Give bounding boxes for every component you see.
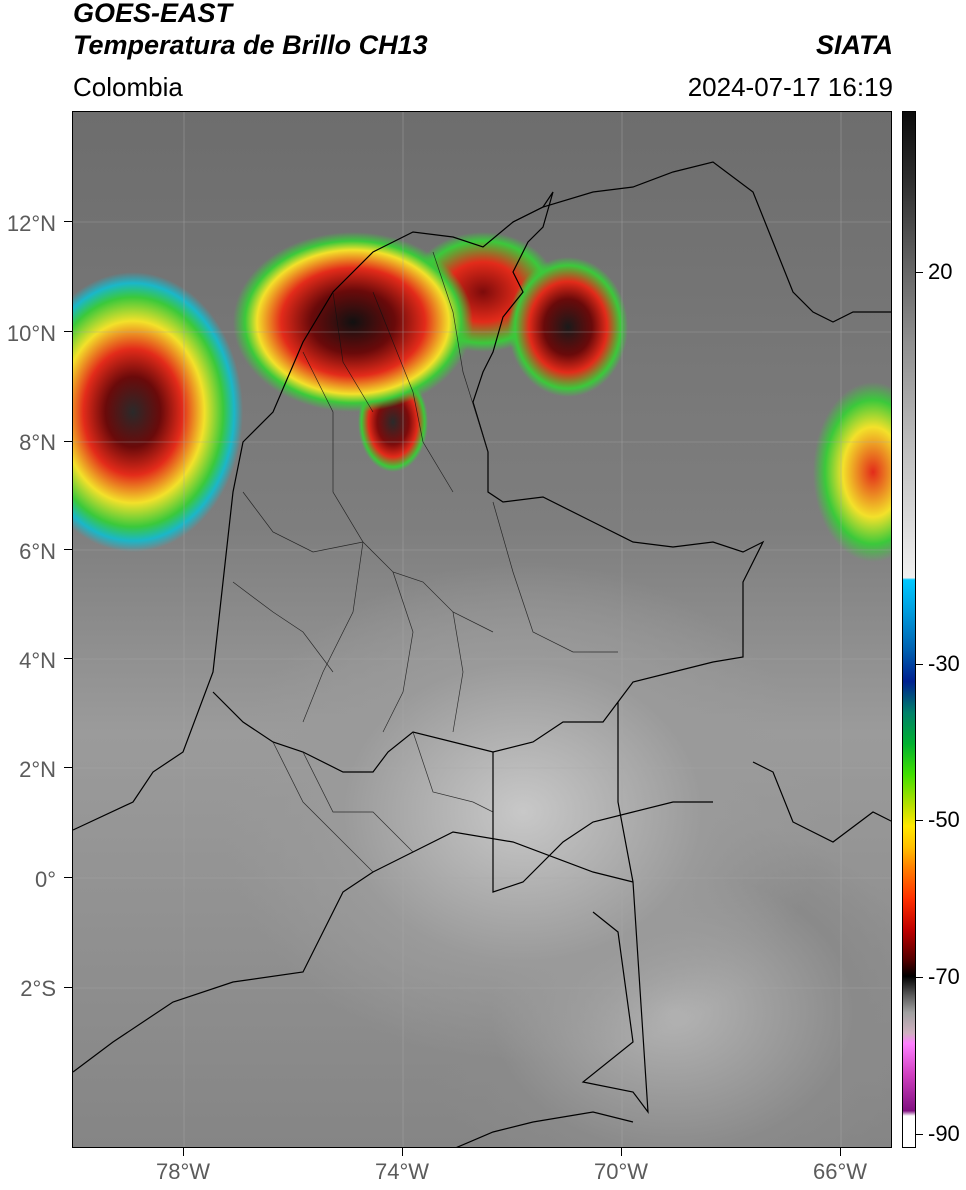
lat-label: 10°N <box>6 321 56 346</box>
timestamp-label: 2024-07-17 16:19 <box>687 72 893 102</box>
region-label: Colombia <box>73 72 183 102</box>
graticule <box>73 112 891 1147</box>
source-label: SIATA <box>816 30 893 60</box>
colorbar-label: -50 <box>928 807 960 832</box>
title-satellite: GOES-EAST <box>73 0 233 28</box>
map-overlay <box>73 112 891 1147</box>
lat-label: 2°S <box>20 976 56 1001</box>
satellite-map <box>72 111 892 1148</box>
lat-tick <box>64 549 72 550</box>
lat-tick <box>64 877 72 878</box>
lat-tick <box>64 221 72 222</box>
title-product: Temperatura de Brillo CH13 <box>73 30 428 60</box>
department-borders <box>232 251 618 873</box>
lon-tick <box>621 1148 622 1156</box>
lon-label: 74°W <box>374 1159 430 1184</box>
colorbar-tick <box>916 977 923 978</box>
lat-label: 12°N <box>6 211 56 236</box>
lat-tick <box>64 441 72 442</box>
colorbar-tick <box>916 664 923 665</box>
colorbar-tick <box>916 1134 923 1135</box>
colorbar-label: -70 <box>928 964 960 989</box>
colorbar-label: -30 <box>928 651 960 676</box>
colorbar-tick <box>916 272 923 273</box>
lat-label: 2°N <box>19 757 56 782</box>
lat-tick <box>64 987 72 988</box>
colorbar-label: -90 <box>928 1121 960 1146</box>
lat-label: 0° <box>34 867 56 892</box>
country-borders <box>73 161 891 1147</box>
lon-label: 78°W <box>155 1159 211 1184</box>
colorbar-tick <box>916 820 923 821</box>
lon-label: 70°W <box>593 1159 649 1184</box>
lon-tick <box>402 1148 403 1156</box>
lat-label: 8°N <box>19 430 56 455</box>
lat-label: 4°N <box>19 648 56 673</box>
lat-tick <box>64 767 72 768</box>
colorbar-label: 20 <box>928 259 953 284</box>
lat-tick <box>64 331 72 332</box>
lat-tick <box>64 658 72 659</box>
lon-tick <box>840 1148 841 1156</box>
lat-label: 6°N <box>19 539 56 564</box>
lon-label: 66°W <box>812 1159 868 1184</box>
temperature-colorbar <box>902 111 916 1148</box>
lon-tick <box>183 1148 184 1156</box>
